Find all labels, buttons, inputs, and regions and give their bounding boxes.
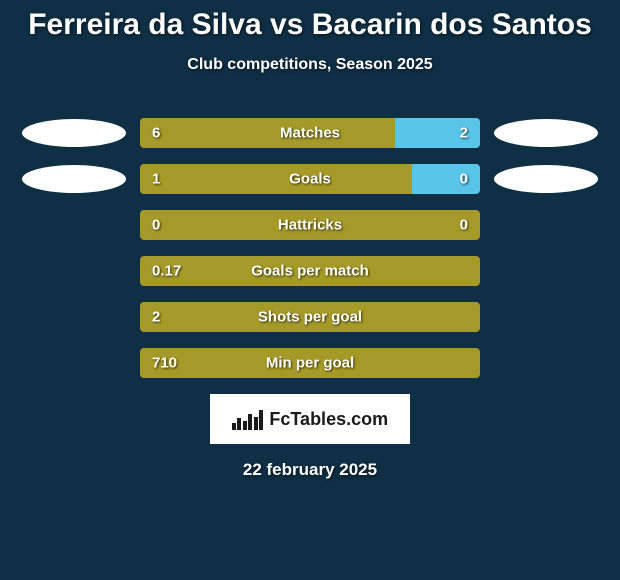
player2-badge (494, 165, 598, 193)
stat-row: Goals per match 0.17 (0, 256, 620, 286)
spacer (494, 211, 598, 239)
stats-container: Matches 6 2 Goals 1 0 Hattricks 0 0 Goals per mat… (0, 118, 620, 378)
spacer (494, 349, 598, 377)
stat-value-player1: 2 (152, 309, 160, 326)
stat-bar: Shots per goal 2 (140, 302, 480, 332)
stat-value-player1: 0.17 (152, 263, 181, 280)
stat-row: Matches 6 2 (0, 118, 620, 148)
stat-label: Matches (280, 125, 340, 142)
bar-segment-player1 (140, 164, 412, 194)
stat-bar: Goals 1 0 (140, 164, 480, 194)
stat-value-player2: 0 (460, 171, 468, 188)
stat-value-player1: 0 (152, 217, 160, 234)
stat-value-player2: 0 (460, 217, 468, 234)
stat-bar: Goals per match 0.17 (140, 256, 480, 286)
spacer (494, 257, 598, 285)
stat-row: Goals 1 0 (0, 164, 620, 194)
spacer (494, 303, 598, 331)
bar-segment-player1 (140, 118, 395, 148)
stat-label: Goals (289, 171, 331, 188)
stat-label: Goals per match (251, 263, 369, 280)
spacer (22, 349, 126, 377)
stat-bar: Matches 6 2 (140, 118, 480, 148)
date: 22 february 2025 (0, 460, 620, 480)
player1-badge (22, 165, 126, 193)
stat-value-player1: 1 (152, 171, 160, 188)
stat-bar: Hattricks 0 0 (140, 210, 480, 240)
spacer (22, 303, 126, 331)
stat-value-player1: 6 (152, 125, 160, 142)
page-title: Ferreira da Silva vs Bacarin dos Santos (0, 8, 620, 42)
spacer (22, 257, 126, 285)
stat-row: Min per goal 710 (0, 348, 620, 378)
bar-segment-player2 (412, 164, 480, 194)
subtitle: Club competitions, Season 2025 (0, 56, 620, 74)
stat-label: Hattricks (278, 217, 342, 234)
stat-row: Shots per goal 2 (0, 302, 620, 332)
logo-text: FcTables.com (269, 409, 388, 430)
spacer (22, 211, 126, 239)
player2-badge (494, 119, 598, 147)
stat-bar: Min per goal 710 (140, 348, 480, 378)
comparison-infographic: Ferreira da Silva vs Bacarin dos Santos … (0, 0, 620, 580)
stat-label: Shots per goal (258, 309, 362, 326)
stat-value-player2: 2 (460, 125, 468, 142)
stat-label: Min per goal (266, 355, 354, 372)
logo-chart-icon (232, 408, 264, 430)
stat-value-player1: 710 (152, 355, 177, 372)
logo-box: FcTables.com (210, 394, 410, 444)
player1-badge (22, 119, 126, 147)
stat-row: Hattricks 0 0 (0, 210, 620, 240)
